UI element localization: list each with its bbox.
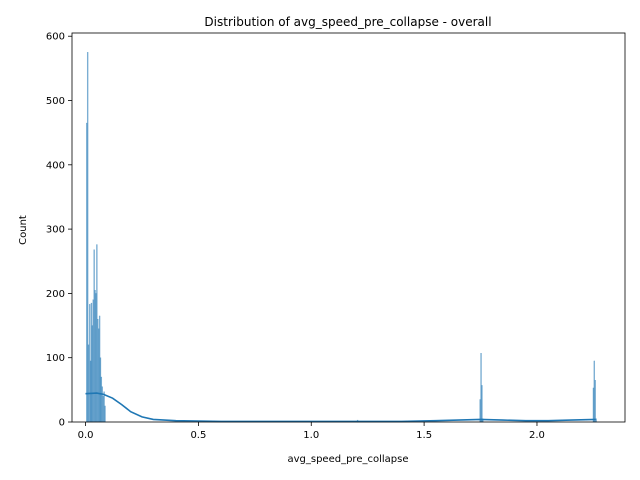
x-tick-label: 2.0 [529, 430, 545, 441]
histogram-bar [595, 418, 597, 423]
x-axis-label: avg_speed_pre_collapse [287, 454, 408, 465]
y-tick-label: 400 [46, 160, 65, 171]
histogram-bar [87, 344, 90, 423]
x-tick-label: 1.5 [416, 430, 432, 441]
x-tick-label: 0.0 [78, 430, 94, 441]
x-tick-label: 1.0 [303, 430, 319, 441]
y-tick-label: 300 [46, 225, 65, 236]
y-axis-ticks: 0 100 200 300 400 500 600 [46, 32, 72, 429]
histogram-bar [594, 380, 596, 423]
histogram-bar [481, 385, 483, 423]
chart-title: Distribution of avg_speed_pre_collapse -… [204, 15, 491, 29]
y-tick-label: 500 [46, 96, 65, 107]
y-axis-label: Count [18, 215, 29, 245]
histogram-bar [104, 405, 106, 423]
y-tick-label: 200 [46, 289, 65, 300]
plot-area [71, 32, 626, 423]
axes-frame [71, 32, 626, 423]
x-tick-label: 0.5 [190, 430, 206, 441]
x-axis-ticks: 0.0 0.5 1.0 1.5 2.0 [78, 422, 545, 441]
y-tick-label: 600 [46, 32, 65, 43]
y-tick-label: 0 [59, 418, 65, 429]
kde-line [85, 392, 596, 423]
y-tick-label: 100 [46, 353, 65, 364]
